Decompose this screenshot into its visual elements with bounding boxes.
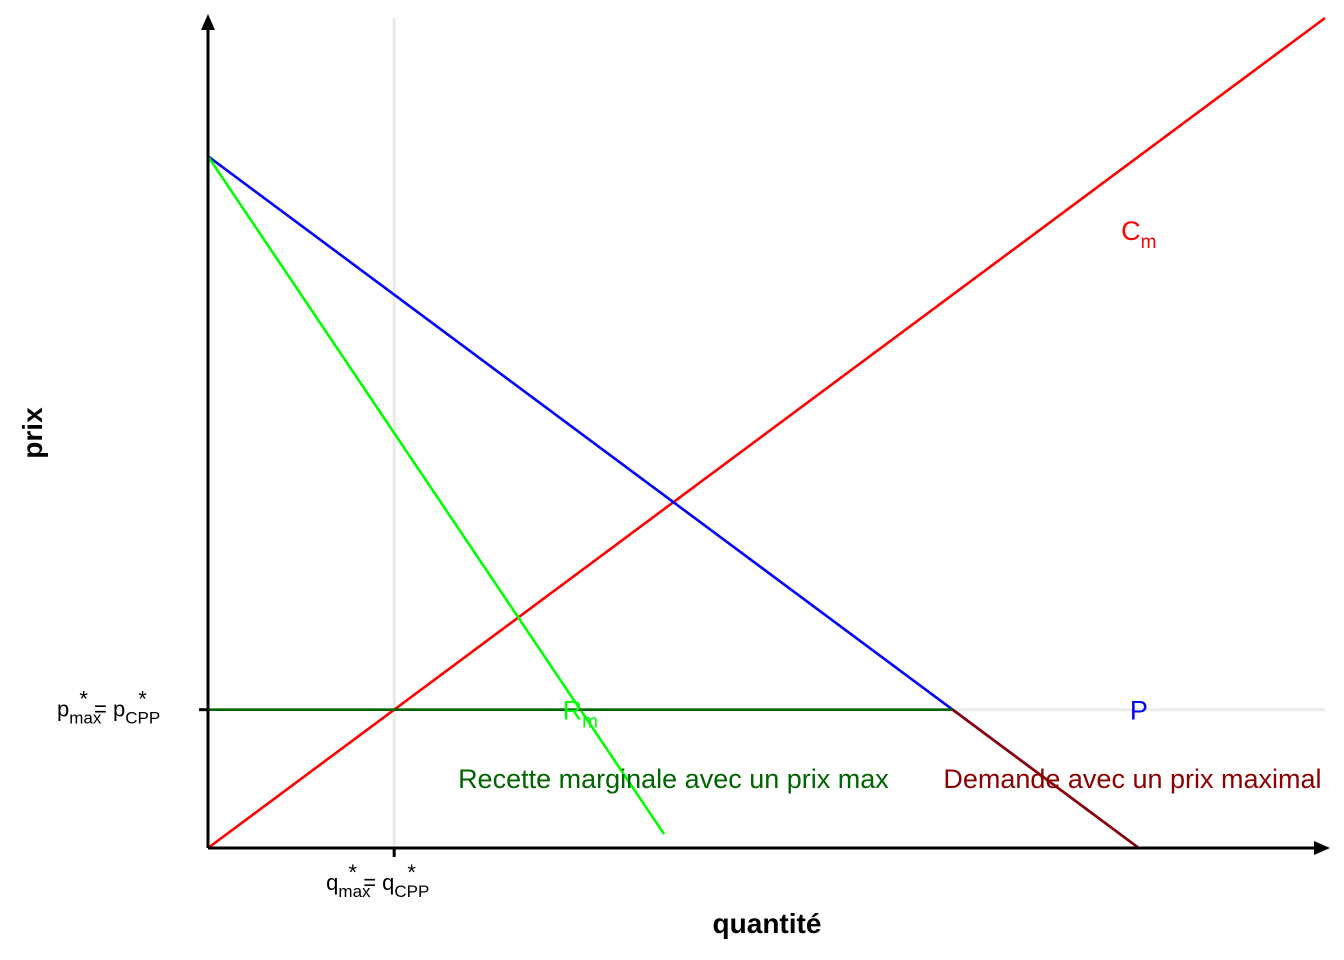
- y-tick-label: pmax* = pCPP*: [57, 687, 160, 728]
- series-lines: [208, 16, 1326, 848]
- series-label-cm: Cm: [1121, 216, 1156, 253]
- annotations: Recette marginale avec un prix max Demand…: [458, 764, 1321, 794]
- y-axis-arrow: [201, 14, 215, 30]
- series-line-cm: [208, 16, 1326, 848]
- annotation-text-1: Recette marginale avec un prix max: [458, 764, 889, 794]
- x-axis-arrow: [1314, 841, 1330, 855]
- y-axis-title: prix: [17, 407, 48, 459]
- series-line-rm: [208, 155, 666, 835]
- x-tick-label: qmax* = qCPP*: [326, 860, 429, 901]
- series-label-rm: Rm: [563, 696, 598, 733]
- axis-ticks: qmax* = qCPP* pmax* = pCPP*: [57, 687, 429, 901]
- annotation-text-2: Demande avec un prix maximal: [943, 764, 1321, 794]
- series-label-p: P: [1130, 696, 1148, 726]
- series-line-segment-4: [951, 708, 1140, 848]
- x-axis-title: quantité: [713, 908, 822, 939]
- series-labels: Cm P Rm: [563, 216, 1157, 733]
